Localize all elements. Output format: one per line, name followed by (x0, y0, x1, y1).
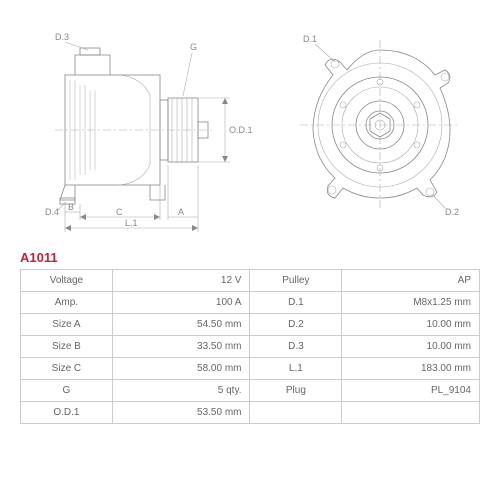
spec-label: Voltage (21, 270, 113, 292)
label-od1: O.D.1 (229, 125, 253, 135)
spec-value: 10.00 mm (342, 314, 480, 336)
spec-value: 183.00 mm (342, 358, 480, 380)
table-row: Amp.100 AD.1M8x1.25 mm (21, 292, 480, 314)
label-d4: D.4 (45, 207, 59, 217)
spec-value: 100 A (112, 292, 250, 314)
spec-value: 5 qty. (112, 380, 250, 402)
side-view: D.3 G O.D.1 D.4 B (45, 32, 253, 232)
label-l1: L.1 (125, 218, 138, 228)
technical-drawing: D.3 G O.D.1 D.4 B (20, 20, 480, 240)
label-d3: D.3 (55, 32, 69, 42)
spec-table: Voltage12 VPulleyAPAmp.100 AD.1M8x1.25 m… (20, 269, 480, 424)
table-row: Size B33.50 mmD.310.00 mm (21, 336, 480, 358)
spec-label: Plug (250, 380, 342, 402)
spec-value: 58.00 mm (112, 358, 250, 380)
spec-value: PL_9104 (342, 380, 480, 402)
diagram-area: D.3 G O.D.1 D.4 B (20, 20, 480, 240)
label-d1: D.1 (303, 34, 317, 44)
spec-label: D.1 (250, 292, 342, 314)
spec-label: L.1 (250, 358, 342, 380)
product-code: A1011 (20, 250, 480, 265)
spec-value (342, 402, 480, 424)
table-row: Size C58.00 mmL.1183.00 mm (21, 358, 480, 380)
spec-value: AP (342, 270, 480, 292)
spec-value: M8x1.25 mm (342, 292, 480, 314)
spec-label: Size A (21, 314, 113, 336)
spec-value: 54.50 mm (112, 314, 250, 336)
spec-label: D.2 (250, 314, 342, 336)
spec-label: O.D.1 (21, 402, 113, 424)
spec-label (250, 402, 342, 424)
label-a: A (178, 207, 184, 217)
table-row: O.D.153.50 mm (21, 402, 480, 424)
label-c: C (116, 207, 123, 217)
spec-value: 33.50 mm (112, 336, 250, 358)
spec-label: G (21, 380, 113, 402)
label-g: G (190, 42, 197, 52)
spec-label: Pulley (250, 270, 342, 292)
spec-value: 53.50 mm (112, 402, 250, 424)
label-d2: D.2 (445, 207, 459, 217)
table-row: G5 qty.PlugPL_9104 (21, 380, 480, 402)
spec-label: Size B (21, 336, 113, 358)
table-row: Size A54.50 mmD.210.00 mm (21, 314, 480, 336)
spec-label: D.3 (250, 336, 342, 358)
front-view: D.1 D.2 (300, 34, 460, 217)
table-row: Voltage12 VPulleyAP (21, 270, 480, 292)
spec-label: Amp. (21, 292, 113, 314)
spec-value: 10.00 mm (342, 336, 480, 358)
label-b: B (68, 202, 74, 212)
spec-value: 12 V (112, 270, 250, 292)
spec-label: Size C (21, 358, 113, 380)
